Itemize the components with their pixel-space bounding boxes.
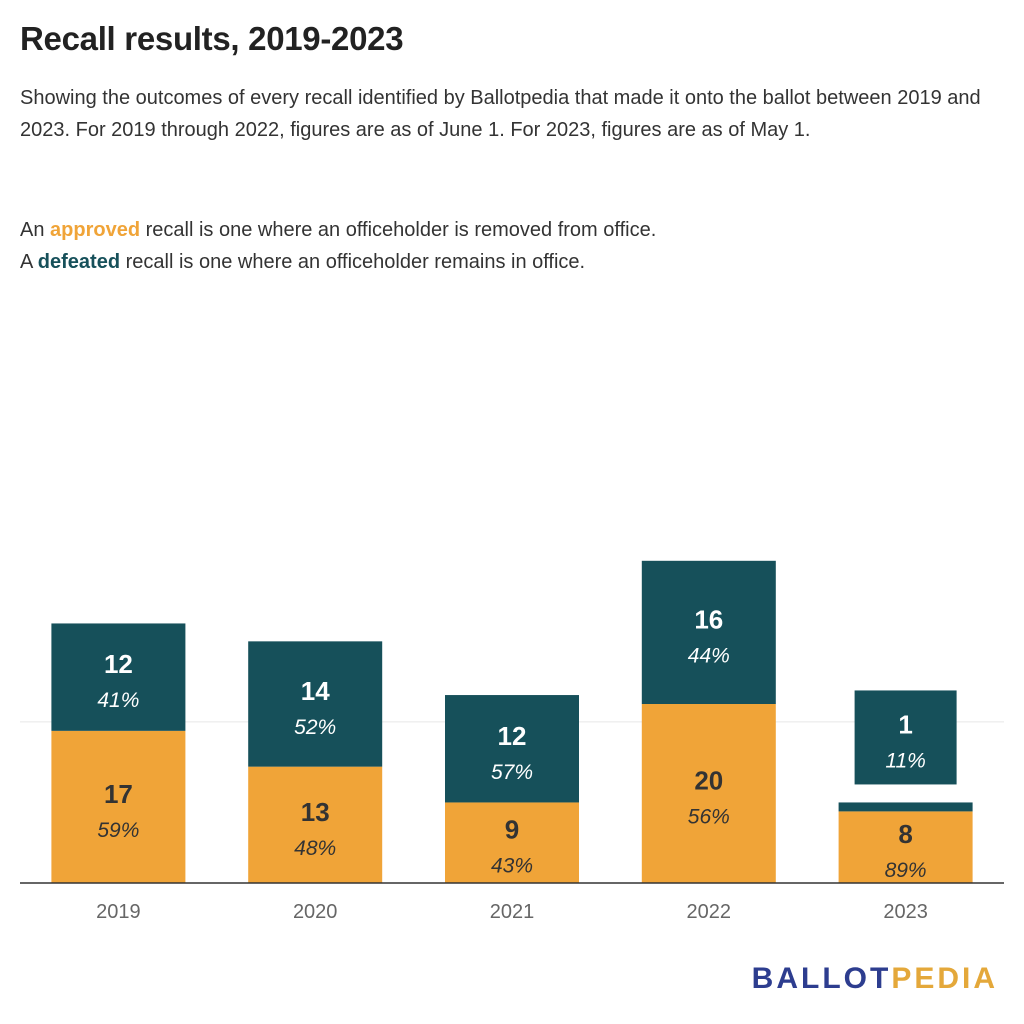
value-label-approved-2022: 20	[694, 766, 723, 796]
chart-title: Recall results, 2019-2023	[20, 20, 404, 57]
value-label-approved-2019: 17	[104, 779, 133, 809]
x-tick-label-2023: 2023	[883, 901, 928, 923]
callout-defeated-2023	[854, 690, 957, 785]
bar-defeated-2022	[641, 560, 776, 704]
value-label-defeated-2021: 12	[498, 721, 527, 751]
bar-defeated-2023	[838, 802, 973, 812]
value-label-defeated-2019: 12	[104, 649, 133, 679]
bar-approved-2022	[641, 704, 776, 883]
defeated-note: A defeated recall is one where an office…	[20, 246, 1000, 278]
x-tick-label-2022: 2022	[687, 901, 732, 923]
x-tick-label-2020: 2020	[293, 901, 338, 923]
defeated-note-suffix: recall is one where an officeholder rema…	[120, 251, 586, 273]
percent-label-defeated-2021: 57%	[491, 761, 533, 784]
defeated-keyword: defeated	[37, 251, 121, 273]
percent-label-defeated-2020: 52%	[294, 716, 336, 739]
logo-part-ballot: BALLOT	[751, 962, 892, 995]
percent-label-approved-2022: 56%	[688, 806, 730, 829]
ballotpedia-logo: BALLOTPEDIA	[752, 962, 998, 996]
chart-subtitle: Showing the outcomes of every recall ide…	[20, 87, 981, 141]
percent-label-approved-2020: 48%	[294, 837, 336, 860]
percent-label-defeated-2023: 11%	[885, 749, 925, 772]
value-label-defeated-2023: 1	[898, 709, 912, 739]
bar-defeated-2019	[51, 623, 186, 731]
value-label-defeated-2022: 16	[694, 604, 723, 634]
value-label-defeated-2020: 14	[301, 676, 330, 706]
percent-label-defeated-2019: 41%	[97, 689, 139, 712]
legend-notes: An approved recall is one where an offic…	[20, 214, 1000, 278]
value-label-approved-2020: 13	[301, 797, 330, 827]
percent-label-approved-2023: 89%	[885, 859, 927, 882]
bar-approved-2020	[248, 766, 383, 883]
value-label-approved-2023: 8	[898, 819, 912, 849]
percent-label-defeated-2022: 44%	[688, 644, 730, 667]
bar-defeated-2020	[248, 641, 383, 767]
defeated-note-prefix: A	[20, 251, 38, 273]
x-tick-label-2021: 2021	[490, 901, 535, 923]
bar-approved-2021	[445, 802, 579, 883]
value-label-approved-2021: 9	[505, 815, 519, 845]
percent-label-approved-2019: 59%	[97, 819, 139, 842]
approved-note-prefix: An	[20, 219, 51, 241]
approved-keyword: approved	[50, 219, 141, 241]
bar-approved-2023	[838, 811, 973, 883]
logo-part-pedia: PEDIA	[891, 962, 998, 995]
x-tick-label-2019: 2019	[96, 901, 141, 923]
bar-approved-2019	[51, 730, 186, 883]
percent-label-approved-2021: 43%	[491, 855, 533, 878]
bar-defeated-2021	[445, 695, 579, 803]
approved-note: An approved recall is one where an offic…	[20, 214, 1000, 246]
approved-note-suffix: recall is one where an officeholder is r…	[140, 219, 657, 241]
